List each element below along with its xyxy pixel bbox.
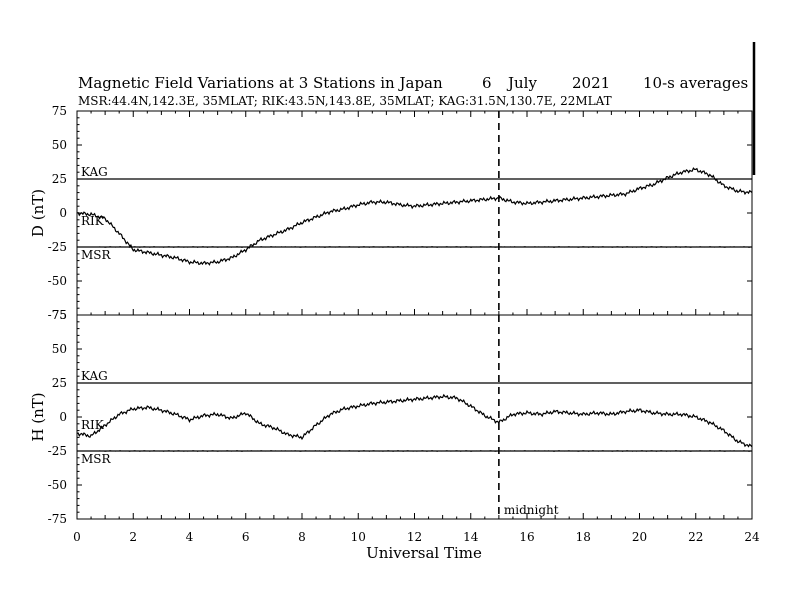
d-y-tick-label: 50 (52, 138, 67, 152)
x-tick-label: 4 (186, 530, 194, 544)
h-station-label-msr: MSR (81, 452, 112, 466)
h-msr-trace (99, 450, 751, 452)
h-panel-frame (76, 314, 753, 520)
chart-header: Magnetic Field Variations at 3 Stations … (78, 74, 748, 108)
d-msr-trace (99, 246, 751, 248)
midnight-label: midnight (504, 503, 559, 517)
x-tick-label: 18 (576, 530, 591, 544)
h-panel: 75 50 25 0 -25 -50 -75 KAG RIK MSR H (nT) (29, 308, 753, 526)
x-tick-label: 0 (73, 530, 81, 544)
h-series-kag (76, 393, 753, 448)
x-axis: 0 2 4 6 8 10 12 14 16 18 20 22 24 (73, 111, 760, 544)
d-series-kag (76, 167, 753, 266)
h-y-tick-label: -75 (48, 512, 67, 526)
stations-subtitle: MSR:44.4N,142.3E, 35MLAT; RIK:43.5N,143.… (78, 94, 612, 108)
x-tick-label: 6 (242, 530, 250, 544)
x-tick-label: 16 (519, 530, 534, 544)
d-y-tick-label: -50 (48, 274, 67, 288)
h-y-tick-label: 0 (59, 410, 67, 424)
d-station-label-kag: KAG (81, 165, 108, 179)
x-tick-label: 22 (688, 530, 703, 544)
d-y-tick-label: 75 (52, 104, 67, 118)
h-y-tick-label: -25 (48, 444, 67, 458)
x-tick-label: 14 (463, 530, 479, 544)
x-tick-label: 2 (129, 530, 137, 544)
h-y-tick-label: 50 (52, 342, 67, 356)
d-y-tick-label: -25 (48, 240, 67, 254)
d-y-tick-label: -75 (48, 308, 67, 322)
averaging-label: 10-s averages (643, 74, 748, 92)
d-panel-frame (76, 110, 753, 316)
date-year: 2021 (572, 74, 610, 92)
date-month: July (506, 74, 537, 92)
d-station-label-msr: MSR (81, 248, 112, 262)
x-tick-label: 8 (298, 530, 306, 544)
x-tick-label: 20 (632, 530, 647, 544)
date-day: 6 (482, 74, 492, 92)
h-station-label-kag: KAG (81, 369, 108, 383)
h-y-tick-label: -50 (48, 478, 67, 492)
x-tick-label: 24 (744, 530, 760, 544)
midnight-marker: midnight (498, 111, 559, 519)
d-y-axis-label: D (nT) (29, 189, 47, 237)
chart-title: Magnetic Field Variations at 3 Stations … (78, 74, 443, 92)
h-y-tick-label: 25 (52, 376, 67, 390)
d-y-tick-label: 0 (59, 206, 67, 220)
h-station-label-rik: RIK (81, 418, 105, 432)
d-y-tick-label: 25 (52, 172, 67, 186)
h-y-tick-label: 75 (52, 308, 67, 322)
x-tick-label: 10 (351, 530, 366, 544)
h-y-axis-label: H (nT) (29, 392, 47, 441)
x-axis-label: Universal Time (366, 544, 482, 562)
x-tick-label: 12 (407, 530, 422, 544)
